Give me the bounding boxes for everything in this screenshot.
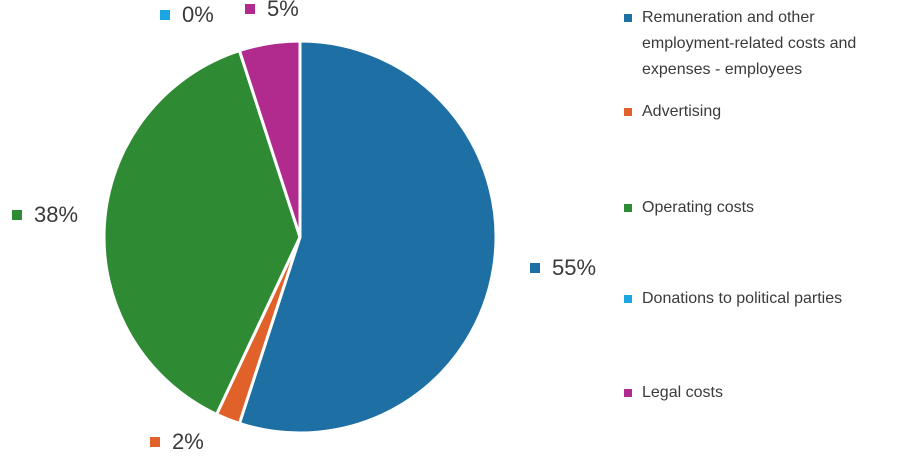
data-label-advertising: 2% (150, 429, 204, 454)
legend-label: Donations to political parties (642, 290, 842, 307)
data-label-marker (245, 4, 255, 14)
pie-slice-legal-costs (237, 39, 302, 238)
legend-label: Operating costs (642, 199, 754, 216)
legend-swatch (624, 295, 632, 303)
data-label-text: 2% (172, 429, 204, 454)
data-label-marker (530, 263, 540, 273)
legend-entry: Advertising (624, 103, 721, 120)
data-label-text: 38% (34, 202, 78, 227)
pie-slice-operating-costs (102, 48, 302, 417)
data-label-text: 55% (552, 255, 596, 280)
legend-label: expenses - employees (642, 61, 802, 78)
legend-swatch (624, 204, 632, 212)
data-label-text: 5% (267, 0, 299, 21)
data-label-text: 0% (182, 2, 214, 27)
legend-label: employment-related costs and (642, 35, 856, 52)
legend-label: Advertising (642, 103, 721, 120)
legend-label: Remuneration and other (642, 9, 815, 26)
pie-slices (102, 39, 498, 435)
legend-label: Legal costs (642, 384, 723, 401)
pie-slice-remuneration-and-other-employm (237, 39, 498, 435)
legend: Remuneration and other employment-related… (624, 9, 856, 401)
legend-swatch (624, 389, 632, 397)
data-label-legal-costs: 5% (245, 0, 299, 21)
legend-entry: Legal costs (624, 384, 723, 401)
legend-swatch (624, 14, 632, 22)
data-label-marker (12, 210, 22, 220)
legend-entry: Remuneration and other employment-related… (624, 9, 856, 78)
data-label-marker (160, 10, 170, 20)
legend-entry: Donations to political parties (624, 290, 842, 307)
data-label-donations-to-political-parties: 0% (160, 2, 214, 27)
data-labels: 55% 2% 38% 0% 5% (12, 0, 596, 454)
data-label-operating-costs: 38% (12, 202, 78, 227)
data-label-marker (150, 437, 160, 447)
legend-swatch (624, 108, 632, 116)
legend-entry: Operating costs (624, 199, 754, 216)
data-label-remuneration-and-other-employm: 55% (530, 255, 596, 280)
